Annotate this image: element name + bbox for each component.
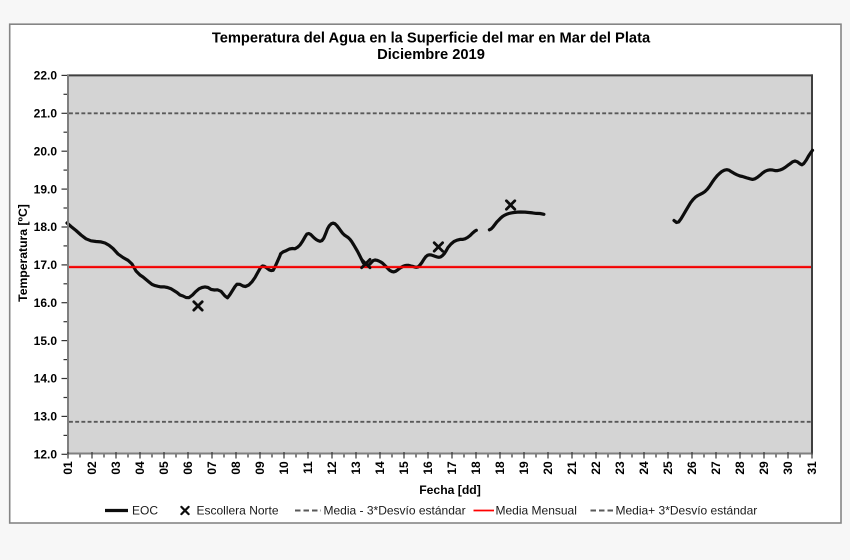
- svg-text:13.0: 13.0: [34, 410, 58, 424]
- svg-text:28: 28: [733, 461, 747, 475]
- svg-text:06: 06: [181, 461, 195, 475]
- svg-text:08: 08: [229, 461, 243, 475]
- svg-text:14: 14: [373, 461, 387, 475]
- svg-text:15.0: 15.0: [34, 334, 58, 348]
- svg-text:20: 20: [541, 461, 555, 475]
- svg-text:19: 19: [517, 461, 531, 475]
- svg-text:13: 13: [349, 461, 363, 475]
- svg-text:26: 26: [685, 461, 699, 475]
- svg-text:25: 25: [661, 461, 675, 475]
- svg-text:01: 01: [61, 461, 75, 475]
- svg-text:18: 18: [493, 461, 507, 475]
- svg-text:Temperatura [ºC]: Temperatura [ºC]: [16, 204, 30, 302]
- svg-text:22: 22: [589, 461, 603, 475]
- svg-text:21: 21: [565, 461, 579, 475]
- svg-text:04: 04: [133, 461, 147, 475]
- svg-text:Fecha [dd]: Fecha [dd]: [419, 483, 481, 497]
- svg-text:17.0: 17.0: [34, 258, 58, 272]
- svg-text:30: 30: [781, 461, 795, 475]
- svg-text:20.0: 20.0: [34, 144, 58, 158]
- svg-text:27: 27: [709, 461, 723, 475]
- svg-text:24: 24: [637, 461, 651, 475]
- svg-text:Media - 3*Desvío estándar: Media - 3*Desvío estándar: [324, 504, 466, 518]
- svg-text:14.0: 14.0: [34, 372, 58, 386]
- svg-text:10: 10: [277, 461, 291, 475]
- svg-text:12: 12: [325, 461, 339, 475]
- svg-text:21.0: 21.0: [34, 107, 58, 121]
- svg-text:09: 09: [253, 461, 267, 475]
- svg-text:23: 23: [613, 461, 627, 475]
- svg-text:Media Mensual: Media Mensual: [496, 504, 577, 518]
- svg-text:17: 17: [445, 461, 459, 475]
- svg-text:31: 31: [805, 461, 819, 475]
- svg-text:12.0: 12.0: [34, 448, 58, 462]
- svg-text:Escollera Norte: Escollera Norte: [197, 504, 279, 518]
- svg-text:03: 03: [109, 461, 123, 475]
- svg-text:Temperatura del Agua en la Sup: Temperatura del Agua en la Superficie de…: [212, 30, 651, 46]
- svg-text:02: 02: [85, 461, 99, 475]
- svg-text:Diciembre 2019: Diciembre 2019: [377, 47, 485, 63]
- svg-text:07: 07: [205, 461, 219, 475]
- svg-text:16.0: 16.0: [34, 296, 58, 310]
- svg-text:18: 18: [469, 461, 483, 475]
- svg-text:05: 05: [157, 461, 171, 475]
- svg-text:15: 15: [397, 461, 411, 475]
- svg-text:19.0: 19.0: [34, 182, 58, 196]
- svg-text:29: 29: [757, 461, 771, 475]
- svg-text:EOC: EOC: [132, 504, 158, 518]
- svg-text:11: 11: [301, 461, 315, 474]
- svg-text:Media+ 3*Desvío estándar: Media+ 3*Desvío estándar: [616, 504, 758, 518]
- svg-text:22.0: 22.0: [34, 69, 58, 83]
- svg-text:16: 16: [421, 461, 435, 475]
- svg-text:18.0: 18.0: [34, 220, 58, 234]
